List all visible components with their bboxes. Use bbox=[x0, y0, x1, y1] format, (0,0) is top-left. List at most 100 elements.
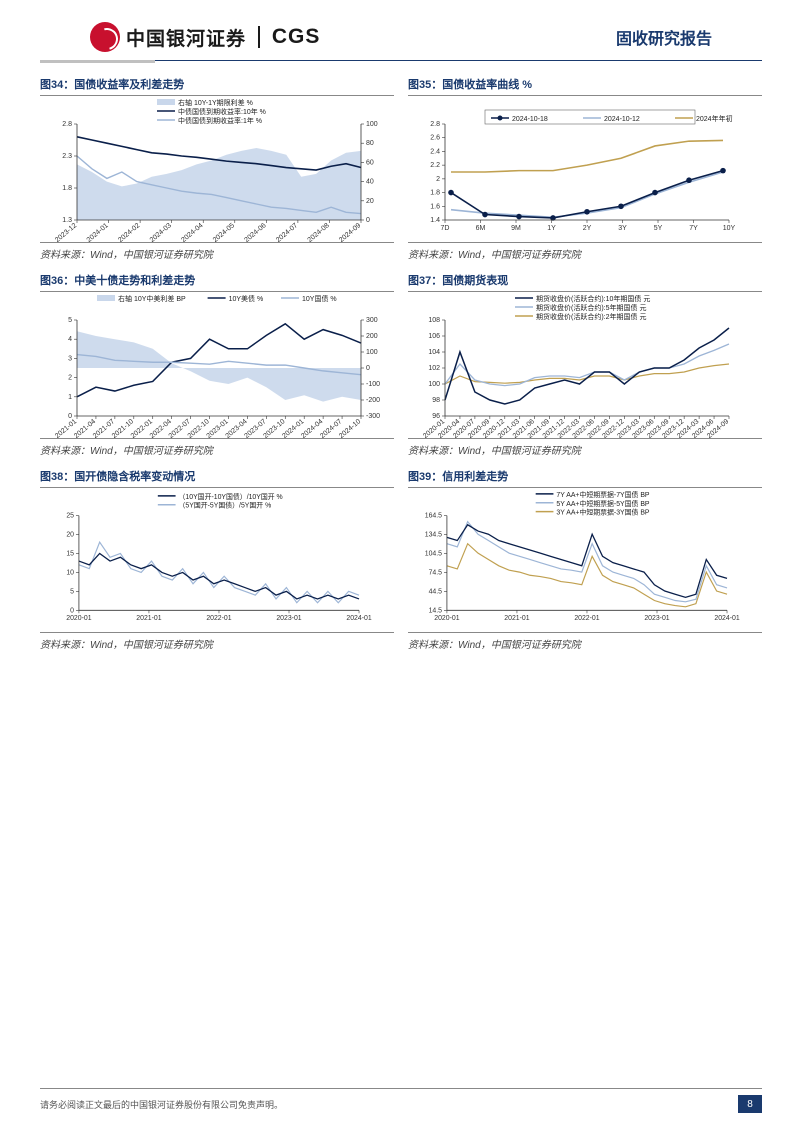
svg-text:2024-01: 2024-01 bbox=[346, 615, 371, 622]
svg-text:98: 98 bbox=[432, 397, 440, 404]
svg-text:6M: 6M bbox=[476, 225, 486, 232]
chart-36-svg: 右轴 10Y中美利差 BP10Y美债 %10Y国债 %012345-300-20… bbox=[40, 292, 394, 438]
svg-text:2.8: 2.8 bbox=[430, 121, 440, 128]
svg-text:2024-08: 2024-08 bbox=[307, 222, 331, 242]
svg-text:1.8: 1.8 bbox=[430, 189, 440, 196]
svg-text:2024-04: 2024-04 bbox=[180, 222, 204, 242]
svg-text:7Y: 7Y bbox=[689, 225, 698, 232]
svg-text:-300: -300 bbox=[366, 413, 380, 420]
svg-text:2.3: 2.3 bbox=[62, 153, 72, 160]
chart-38-source: 资料来源：Wind，中国银河证券研究院 bbox=[40, 632, 394, 655]
svg-text:5Y AA+中短期票据-5Y国债 BP: 5Y AA+中短期票据-5Y国债 BP bbox=[556, 498, 650, 507]
svg-text:中债国债到期收益率:1年 %: 中债国债到期收益率:1年 % bbox=[178, 116, 262, 125]
svg-text:2021-01: 2021-01 bbox=[504, 615, 529, 622]
svg-text:1.4: 1.4 bbox=[430, 217, 440, 224]
chart-39-svg: 7Y AA+中短期票据-7Y国债 BP5Y AA+中短期票据-5Y国债 BP3Y… bbox=[408, 488, 762, 632]
svg-text:2020-01: 2020-01 bbox=[66, 615, 91, 622]
svg-text:中债国债到期收益率:10年 %: 中债国债到期收益率:10年 % bbox=[178, 107, 266, 116]
svg-text:2024-02: 2024-02 bbox=[117, 222, 141, 242]
svg-text:3: 3 bbox=[68, 355, 72, 362]
svg-text:2024-07: 2024-07 bbox=[275, 222, 299, 242]
svg-text:期货收盘价(活跃合约):5年期国债 元: 期货收盘价(活跃合约):5年期国债 元 bbox=[536, 303, 646, 312]
svg-text:期货收盘价(活跃合约):10年期国债 元: 期货收盘价(活跃合约):10年期国债 元 bbox=[536, 294, 650, 303]
svg-text:106: 106 bbox=[428, 333, 440, 340]
chart-38-svg: （10Y国开-10Y国债）/10Y国开 %（5Y国开-5Y国债）/5Y国开 %0… bbox=[40, 488, 394, 632]
panel-chart-39: 图39：信用利差走势 7Y AA+中短期票据-7Y国债 BP5Y AA+中短期票… bbox=[408, 465, 762, 655]
svg-text:1Y: 1Y bbox=[547, 225, 556, 232]
disclaimer-text: 请务必阅读正文最后的中国银河证券股份有限公司免责声明。 bbox=[40, 1098, 283, 1111]
logo-divider bbox=[258, 26, 260, 48]
svg-text:2.6: 2.6 bbox=[430, 134, 440, 141]
svg-text:134.5: 134.5 bbox=[425, 531, 442, 538]
svg-text:（5Y国开-5Y国债）/5Y国开 %: （5Y国开-5Y国债）/5Y国开 % bbox=[179, 500, 272, 509]
svg-text:1.6: 1.6 bbox=[430, 203, 440, 210]
chart-38-title: 图38：国开债隐含税率变动情况 bbox=[40, 465, 394, 488]
svg-text:1.3: 1.3 bbox=[62, 217, 72, 224]
svg-text:108: 108 bbox=[428, 317, 440, 324]
svg-text:2023-01: 2023-01 bbox=[276, 615, 301, 622]
chart-39-plot: 7Y AA+中短期票据-7Y国债 BP5Y AA+中短期票据-5Y国债 BP3Y… bbox=[408, 488, 762, 632]
report-type: 固收研究报告 bbox=[616, 25, 712, 49]
svg-text:80: 80 bbox=[366, 140, 374, 147]
svg-text:2024-10-12: 2024-10-12 bbox=[604, 116, 640, 123]
svg-text:10Y: 10Y bbox=[723, 225, 736, 232]
svg-text:10: 10 bbox=[66, 569, 74, 576]
page-number: 8 bbox=[738, 1095, 762, 1113]
svg-text:2020-01: 2020-01 bbox=[434, 615, 459, 622]
svg-text:5: 5 bbox=[70, 588, 74, 595]
panel-chart-35: 图35：国债收益率曲线 % 2024-10-182024-10-122024年年… bbox=[408, 73, 762, 265]
svg-text:102: 102 bbox=[428, 365, 440, 372]
svg-text:0: 0 bbox=[366, 365, 370, 372]
chart-39-title: 图39：信用利差走势 bbox=[408, 465, 762, 488]
chart-37-svg: 期货收盘价(活跃合约):10年期国债 元期货收盘价(活跃合约):5年期国债 元期… bbox=[408, 292, 762, 438]
chart-35-source: 资料来源：Wind，中国银河证券研究院 bbox=[408, 242, 762, 265]
svg-text:20: 20 bbox=[66, 531, 74, 538]
svg-text:5Y: 5Y bbox=[654, 225, 663, 232]
svg-text:1: 1 bbox=[68, 393, 72, 400]
svg-text:5: 5 bbox=[68, 317, 72, 324]
svg-text:9M: 9M bbox=[511, 225, 521, 232]
chart-36-source: 资料来源：Wind，中国银河证券研究院 bbox=[40, 438, 394, 461]
svg-text:2022-01: 2022-01 bbox=[574, 615, 599, 622]
chart-34-svg: 右轴 10Y-1Y期限利差 %中债国债到期收益率:10年 %中债国债到期收益率:… bbox=[40, 96, 394, 242]
svg-text:25: 25 bbox=[66, 512, 74, 519]
svg-text:104: 104 bbox=[428, 349, 440, 356]
chart-37-title: 图37：国债期货表现 bbox=[408, 269, 762, 292]
page-header: 中国银河证券 CGS 固收研究报告 bbox=[40, 0, 762, 61]
svg-text:44.5: 44.5 bbox=[429, 588, 443, 595]
svg-text:2024-03: 2024-03 bbox=[149, 222, 173, 242]
chart-34-title: 图34：国债收益率及利差走势 bbox=[40, 73, 394, 96]
svg-text:10Y美债 %: 10Y美债 % bbox=[229, 294, 264, 303]
svg-text:164.5: 164.5 bbox=[425, 512, 442, 519]
chart-35-title: 图35：国债收益率曲线 % bbox=[408, 73, 762, 96]
chart-36-title: 图36：中美十债走势和利差走势 bbox=[40, 269, 394, 292]
svg-text:2.8: 2.8 bbox=[62, 121, 72, 128]
svg-text:100: 100 bbox=[366, 121, 378, 128]
svg-text:14.5: 14.5 bbox=[429, 607, 443, 614]
svg-text:2023-12: 2023-12 bbox=[54, 222, 78, 242]
svg-text:2: 2 bbox=[68, 374, 72, 381]
svg-text:2024年年初: 2024年年初 bbox=[696, 114, 733, 123]
logo-cn-text: 中国银河证券 bbox=[126, 24, 246, 51]
svg-text:2024-01: 2024-01 bbox=[714, 615, 739, 622]
svg-text:2.4: 2.4 bbox=[430, 148, 440, 155]
svg-text:7Y AA+中短期票据-7Y国债 BP: 7Y AA+中短期票据-7Y国债 BP bbox=[556, 489, 650, 498]
panel-chart-37: 图37：国债期货表现 期货收盘价(活跃合约):10年期国债 元期货收盘价(活跃合… bbox=[408, 269, 762, 461]
svg-text:2024-06: 2024-06 bbox=[243, 222, 267, 242]
svg-text:2021-01: 2021-01 bbox=[136, 615, 161, 622]
panel-chart-36: 图36：中美十债走势和利差走势 右轴 10Y中美利差 BP10Y美债 %10Y国… bbox=[40, 269, 394, 461]
svg-text:60: 60 bbox=[366, 159, 374, 166]
svg-text:2022-01: 2022-01 bbox=[206, 615, 231, 622]
chart-34-plot: 右轴 10Y-1Y期限利差 %中债国债到期收益率:10年 %中债国债到期收益率:… bbox=[40, 96, 394, 242]
svg-text:2024-10: 2024-10 bbox=[338, 418, 362, 438]
svg-text:右轴 10Y-1Y期限利差 %: 右轴 10Y-1Y期限利差 % bbox=[178, 98, 253, 107]
chart-35-plot: 2024-10-182024-10-122024年年初1.41.61.822.2… bbox=[408, 96, 762, 242]
svg-text:200: 200 bbox=[366, 333, 378, 340]
svg-text:10Y国债 %: 10Y国债 % bbox=[302, 294, 337, 303]
page-footer: 请务必阅读正文最后的中国银河证券股份有限公司免责声明。 8 bbox=[40, 1088, 762, 1113]
svg-text:96: 96 bbox=[432, 413, 440, 420]
svg-text:1.8: 1.8 bbox=[62, 185, 72, 192]
svg-text:2.2: 2.2 bbox=[430, 162, 440, 169]
logo-en-text: CGS bbox=[272, 25, 321, 49]
svg-text:0: 0 bbox=[70, 607, 74, 614]
